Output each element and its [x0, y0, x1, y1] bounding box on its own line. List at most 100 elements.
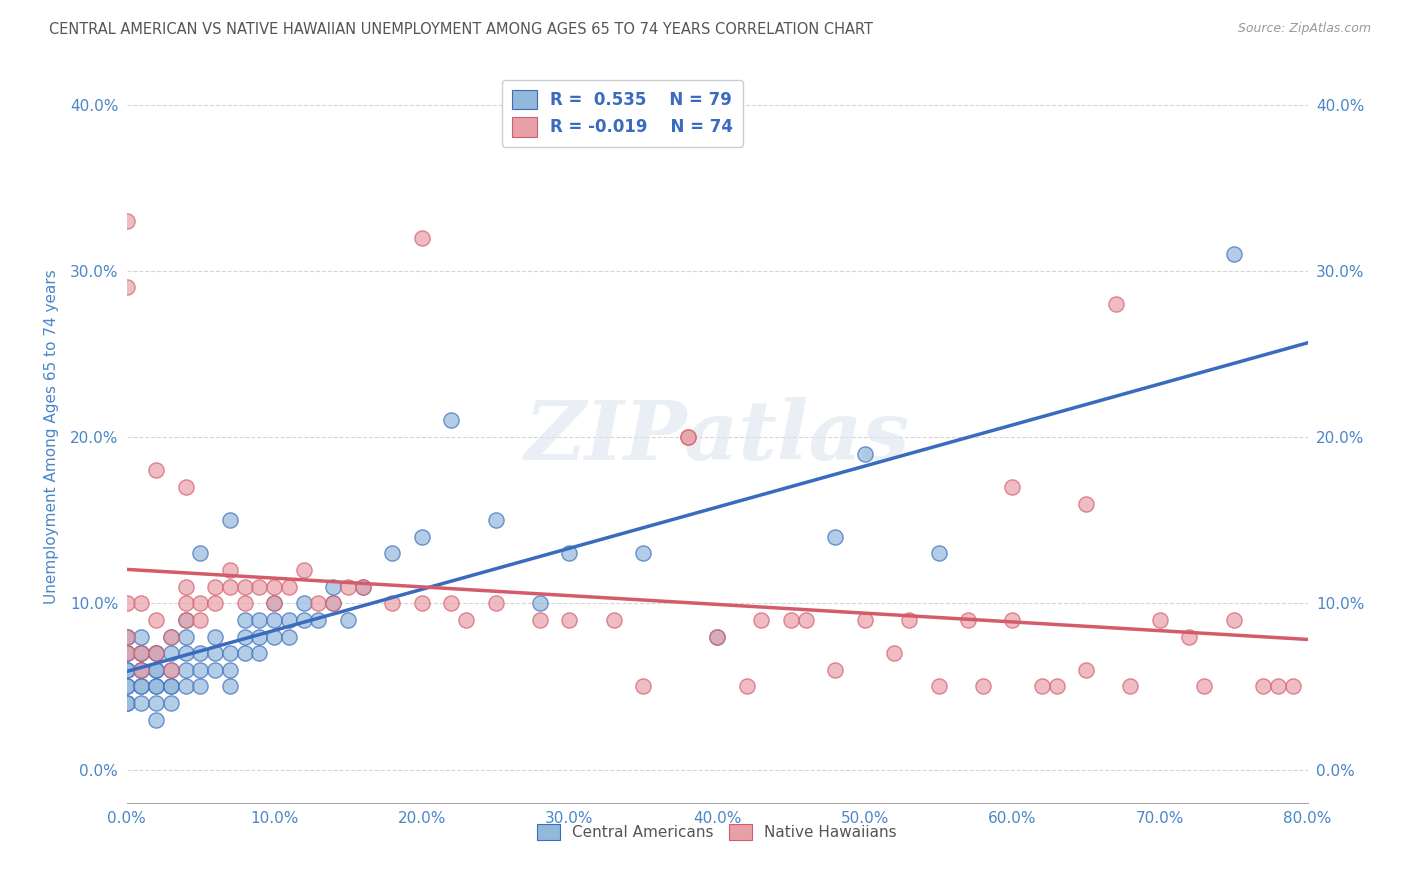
Point — [928, 680, 950, 694]
Point — [706, 630, 728, 644]
Point — [292, 596, 315, 610]
Point — [129, 630, 153, 644]
Point — [115, 696, 138, 710]
Point — [558, 546, 581, 560]
Point — [204, 580, 226, 594]
Point — [322, 580, 344, 594]
Point — [1119, 680, 1142, 694]
Point — [188, 680, 212, 694]
Point — [160, 680, 183, 694]
Point — [278, 630, 301, 644]
Point — [145, 663, 167, 677]
Point — [174, 663, 197, 677]
Point — [308, 613, 330, 627]
Point — [1076, 663, 1098, 677]
Point — [529, 596, 551, 610]
Point — [676, 430, 699, 444]
Point — [603, 613, 626, 627]
Text: Source: ZipAtlas.com: Source: ZipAtlas.com — [1237, 22, 1371, 36]
Point — [115, 596, 138, 610]
Point — [233, 580, 256, 594]
Point — [352, 580, 374, 594]
Point — [115, 630, 138, 644]
Point — [853, 447, 876, 461]
Point — [529, 613, 551, 627]
Point — [145, 680, 167, 694]
Point — [219, 513, 242, 527]
Point — [484, 596, 508, 610]
Point — [145, 646, 167, 660]
Point — [1223, 613, 1246, 627]
Point — [898, 613, 921, 627]
Point — [174, 613, 197, 627]
Point — [633, 680, 655, 694]
Point — [263, 596, 285, 610]
Point — [160, 630, 183, 644]
Point — [160, 696, 183, 710]
Point — [174, 646, 197, 660]
Point — [337, 580, 360, 594]
Point — [145, 646, 167, 660]
Point — [824, 530, 846, 544]
Point — [322, 596, 344, 610]
Point — [263, 580, 285, 594]
Point — [751, 613, 773, 627]
Point — [129, 663, 153, 677]
Point — [853, 613, 876, 627]
Point — [794, 613, 817, 627]
Point — [233, 613, 256, 627]
Point — [824, 663, 846, 677]
Point — [145, 680, 167, 694]
Point — [411, 596, 433, 610]
Point — [322, 596, 344, 610]
Point — [204, 646, 226, 660]
Point — [706, 630, 728, 644]
Point — [145, 463, 167, 477]
Point — [174, 680, 197, 694]
Point — [249, 613, 271, 627]
Point — [115, 663, 138, 677]
Point — [233, 596, 256, 610]
Point — [188, 596, 212, 610]
Point — [145, 646, 167, 660]
Point — [174, 580, 197, 594]
Point — [115, 680, 138, 694]
Text: CENTRAL AMERICAN VS NATIVE HAWAIIAN UNEMPLOYMENT AMONG AGES 65 TO 74 YEARS CORRE: CENTRAL AMERICAN VS NATIVE HAWAIIAN UNEM… — [49, 22, 873, 37]
Point — [1253, 680, 1275, 694]
Point — [292, 613, 315, 627]
Point — [1046, 680, 1069, 694]
Point — [174, 596, 197, 610]
Point — [204, 630, 226, 644]
Point — [1149, 613, 1171, 627]
Point — [219, 663, 242, 677]
Point — [219, 680, 242, 694]
Point — [145, 613, 167, 627]
Point — [174, 630, 197, 644]
Point — [219, 580, 242, 594]
Point — [160, 630, 183, 644]
Point — [440, 413, 463, 427]
Point — [456, 613, 478, 627]
Point — [1076, 497, 1098, 511]
Point — [233, 630, 256, 644]
Point — [1267, 680, 1289, 694]
Point — [115, 214, 138, 228]
Point — [160, 646, 183, 660]
Point — [1192, 680, 1215, 694]
Point — [174, 613, 197, 627]
Point — [188, 663, 212, 677]
Point — [188, 646, 212, 660]
Point — [129, 680, 153, 694]
Point — [411, 530, 433, 544]
Point — [129, 696, 153, 710]
Point — [633, 546, 655, 560]
Point — [129, 596, 153, 610]
Text: ZIPatlas: ZIPatlas — [524, 397, 910, 477]
Point — [145, 663, 167, 677]
Point — [219, 646, 242, 660]
Point — [129, 646, 153, 660]
Point — [1001, 480, 1024, 494]
Point — [160, 663, 183, 677]
Point — [292, 563, 315, 577]
Point — [1031, 680, 1053, 694]
